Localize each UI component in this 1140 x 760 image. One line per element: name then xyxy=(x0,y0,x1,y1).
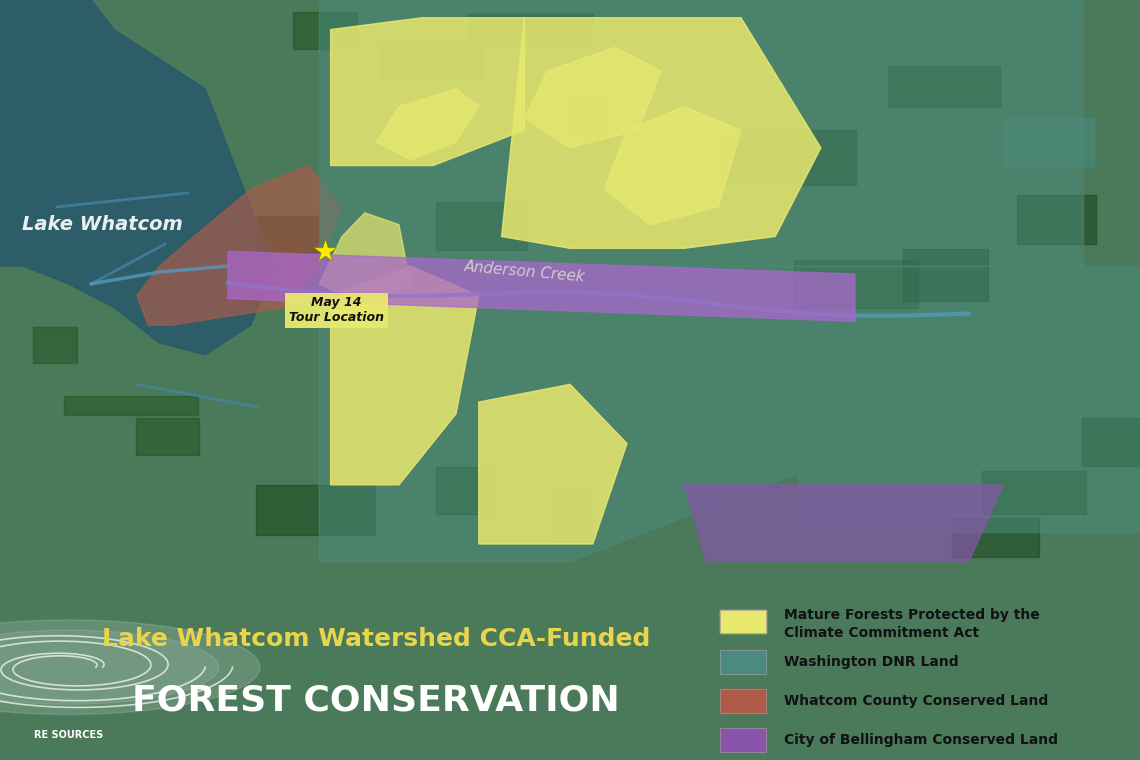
Text: RE SOURCES: RE SOURCES xyxy=(34,730,103,739)
Bar xyxy=(797,250,860,299)
Bar xyxy=(82,129,117,159)
Text: Anderson Creek: Anderson Creek xyxy=(463,259,586,285)
Text: City of Bellingham Conserved Land: City of Bellingham Conserved Land xyxy=(784,733,1058,747)
Bar xyxy=(35,474,91,525)
Bar xyxy=(731,354,777,408)
Bar xyxy=(720,689,766,713)
Bar xyxy=(720,728,766,752)
Polygon shape xyxy=(604,106,741,225)
Bar xyxy=(805,357,907,397)
Bar xyxy=(720,651,766,674)
Polygon shape xyxy=(331,17,524,166)
Polygon shape xyxy=(524,47,661,148)
Text: Whatcom County Conserved Land: Whatcom County Conserved Land xyxy=(784,694,1049,708)
Polygon shape xyxy=(479,385,627,544)
Polygon shape xyxy=(319,0,1083,266)
Bar xyxy=(720,728,766,752)
Bar xyxy=(131,263,204,295)
Bar xyxy=(555,88,673,144)
Polygon shape xyxy=(502,17,821,249)
Polygon shape xyxy=(319,213,410,308)
Polygon shape xyxy=(0,0,274,355)
Bar xyxy=(412,0,470,33)
Text: Mature Forests Protected by the: Mature Forests Protected by the xyxy=(784,608,1040,622)
Polygon shape xyxy=(798,266,1140,532)
Bar xyxy=(407,377,464,411)
Bar xyxy=(720,610,766,634)
Bar xyxy=(407,0,535,1)
Bar xyxy=(339,189,438,218)
Circle shape xyxy=(0,620,260,714)
Bar xyxy=(720,610,766,634)
Bar xyxy=(720,689,766,713)
Bar xyxy=(659,158,765,180)
Text: May 14
Tour Location: May 14 Tour Location xyxy=(288,296,384,325)
Bar xyxy=(376,324,450,364)
Bar xyxy=(1025,481,1140,500)
Text: Lake Whatcom: Lake Whatcom xyxy=(22,215,184,234)
Bar xyxy=(228,0,278,49)
Bar xyxy=(1003,119,1094,166)
Polygon shape xyxy=(376,89,479,160)
Text: Lake Whatcom Watershed CCA-Funded: Lake Whatcom Watershed CCA-Funded xyxy=(101,626,651,651)
Text: Washington DNR Land: Washington DNR Land xyxy=(784,655,959,669)
Bar xyxy=(239,293,300,348)
Polygon shape xyxy=(331,266,479,485)
Polygon shape xyxy=(137,166,342,325)
Circle shape xyxy=(0,630,219,705)
Bar xyxy=(390,527,441,562)
Bar xyxy=(720,651,766,674)
Bar xyxy=(833,356,903,373)
Polygon shape xyxy=(228,252,855,321)
Bar xyxy=(363,457,474,498)
Polygon shape xyxy=(684,485,1003,562)
Point xyxy=(316,245,334,258)
Bar xyxy=(685,199,801,223)
Text: Climate Commitment Act: Climate Commitment Act xyxy=(784,626,979,641)
Text: FOREST CONSERVATION: FOREST CONSERVATION xyxy=(132,684,620,718)
Polygon shape xyxy=(319,266,798,562)
